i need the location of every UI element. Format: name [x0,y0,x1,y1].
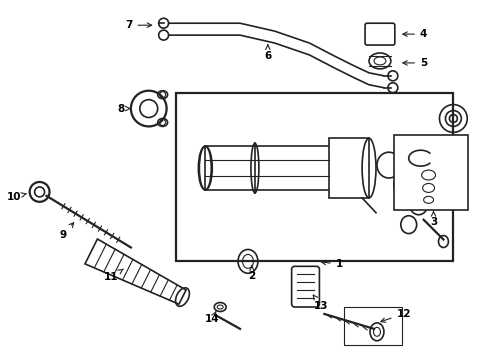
Text: 4: 4 [403,29,427,39]
Polygon shape [85,239,186,304]
Text: 7: 7 [125,20,152,30]
Bar [394,135,468,210]
Text: 13: 13 [313,295,329,311]
Text: 10: 10 [6,192,26,202]
Bar [175,93,453,261]
Text: 3: 3 [430,211,437,227]
Text: 5: 5 [403,58,427,68]
FancyBboxPatch shape [365,23,395,45]
Bar [329,138,369,198]
Bar [344,307,402,345]
Text: 6: 6 [264,45,271,61]
Text: 14: 14 [205,311,220,324]
Bar [205,146,364,190]
Text: 9: 9 [60,223,74,239]
Text: 12: 12 [381,309,411,322]
Text: 2: 2 [248,266,256,281]
Text: 1: 1 [321,259,343,269]
Text: 8: 8 [117,104,130,113]
Text: 11: 11 [104,269,123,282]
FancyBboxPatch shape [292,266,319,307]
